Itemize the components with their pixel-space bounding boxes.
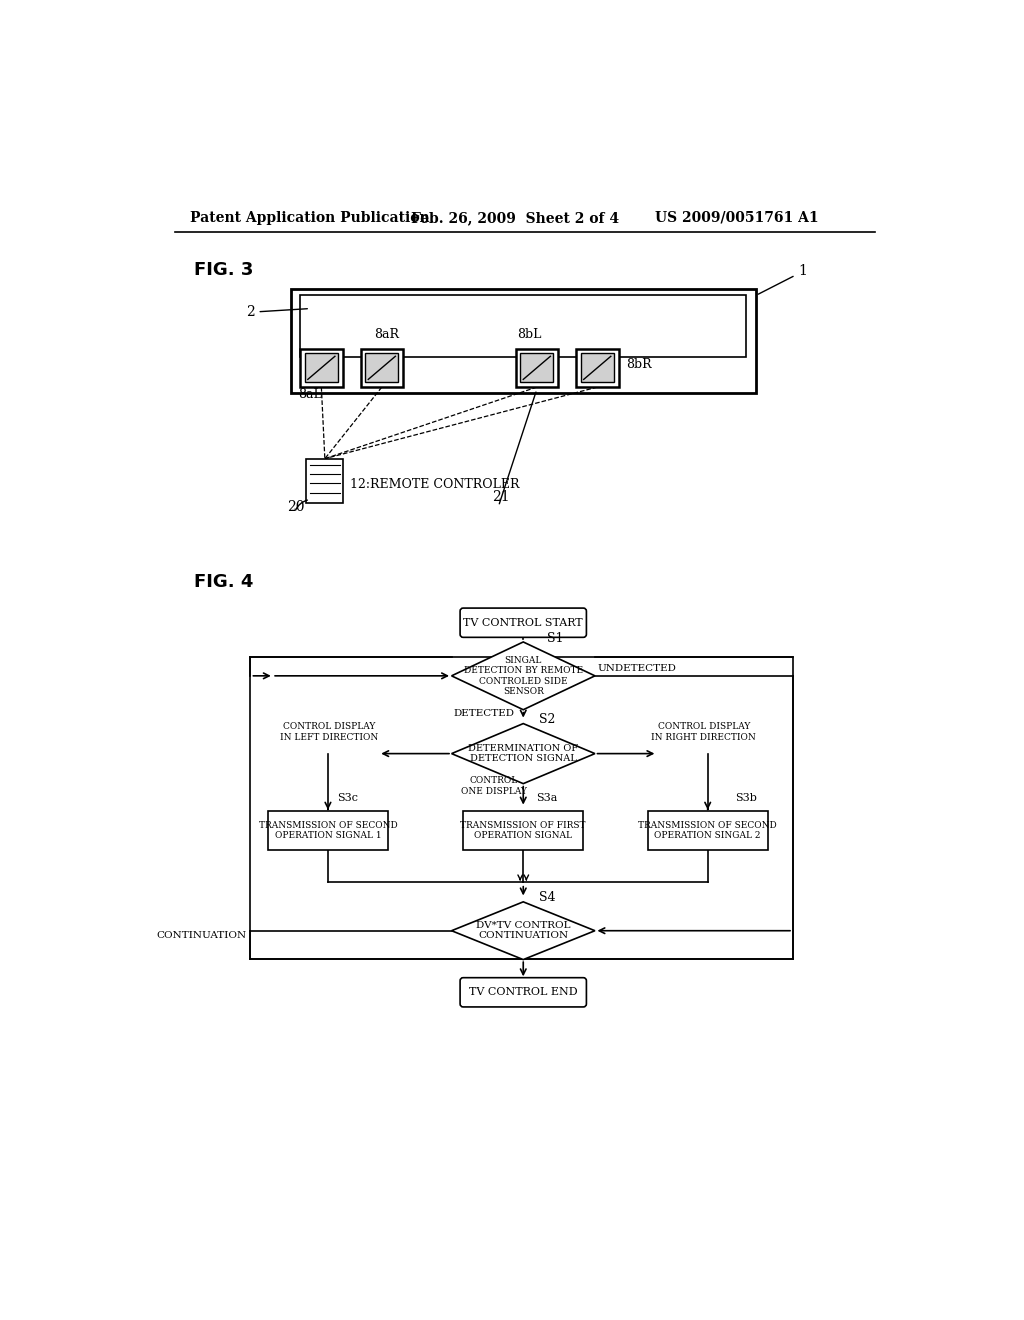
Bar [291,289,756,393]
Bar [251,657,793,960]
Text: Feb. 26, 2009  Sheet 2 of 4: Feb. 26, 2009 Sheet 2 of 4 [411,211,618,224]
Text: SINGAL
DETECTION BY REMOTE
CONTROLED SIDE
SENSOR: SINGAL DETECTION BY REMOTE CONTROLED SID… [464,656,583,696]
Text: TV CONTROL START: TV CONTROL START [464,618,583,628]
Bar [366,354,398,383]
Text: S4: S4 [539,891,555,904]
Text: CONTROL DISPLAY
IN LEFT DIRECTION: CONTROL DISPLAY IN LEFT DIRECTION [281,722,379,742]
Bar [300,296,746,358]
Text: TRANSMISSION OF FIRST
OPERATION SIGNAL: TRANSMISSION OF FIRST OPERATION SIGNAL [461,821,586,841]
Text: 1: 1 [758,264,807,294]
Text: TV CONTROL END: TV CONTROL END [469,987,578,998]
Text: CONTROL DISPLAY
IN RIGHT DIRECTION: CONTROL DISPLAY IN RIGHT DIRECTION [651,722,756,742]
Text: CONTINUATION: CONTINUATION [157,932,247,940]
Text: Patent Application Publication: Patent Application Publication [190,211,430,224]
Text: S1: S1 [547,632,563,645]
Text: US 2009/0051761 A1: US 2009/0051761 A1 [655,211,818,224]
Polygon shape [452,902,595,960]
Text: S3c: S3c [337,793,358,804]
Text: DETERMINATION OF
DETECTION SIGNAL: DETERMINATION OF DETECTION SIGNAL [468,744,579,763]
Text: DV*TV CONTROL
CONTINUATION: DV*TV CONTROL CONTINUATION [476,921,570,940]
Text: 8aR: 8aR [375,327,399,341]
Bar [647,812,768,850]
Text: 8bR: 8bR [627,358,652,371]
Text: S2: S2 [539,713,555,726]
Text: FIG. 4: FIG. 4 [194,573,253,590]
Text: CONTROL
ONE DISPLAY: CONTROL ONE DISPLAY [461,776,526,796]
Text: 2: 2 [246,305,307,319]
Text: 12:REMOTE CONTROLER: 12:REMOTE CONTROLER [349,478,519,491]
Bar [305,354,338,383]
Bar [463,812,584,850]
Bar [300,348,343,387]
Text: TRANSMISSION OF SECOND
OPERATION SIGNAL 1: TRANSMISSION OF SECOND OPERATION SIGNAL … [259,821,397,841]
Text: UNDETECTED: UNDETECTED [598,664,677,673]
Polygon shape [452,642,595,710]
Text: TRANSMISSION OF SECOND
OPERATION SINGAL 2: TRANSMISSION OF SECOND OPERATION SINGAL … [638,821,777,841]
Text: 21: 21 [493,490,510,504]
Bar [268,812,388,850]
Text: S3b: S3b [735,793,757,804]
Bar [360,348,403,387]
Polygon shape [452,723,595,784]
FancyBboxPatch shape [460,978,587,1007]
Text: DETECTED: DETECTED [454,709,514,718]
Bar [575,348,618,387]
Text: FIG. 3: FIG. 3 [194,261,253,279]
Text: 20: 20 [287,500,304,513]
Bar [515,348,558,387]
Bar [581,354,614,383]
Bar [520,354,554,383]
Bar [306,459,343,503]
Text: 8bL: 8bL [517,327,542,341]
Text: S3a: S3a [536,793,557,804]
FancyBboxPatch shape [460,609,587,638]
Text: 8aL: 8aL [299,388,323,401]
